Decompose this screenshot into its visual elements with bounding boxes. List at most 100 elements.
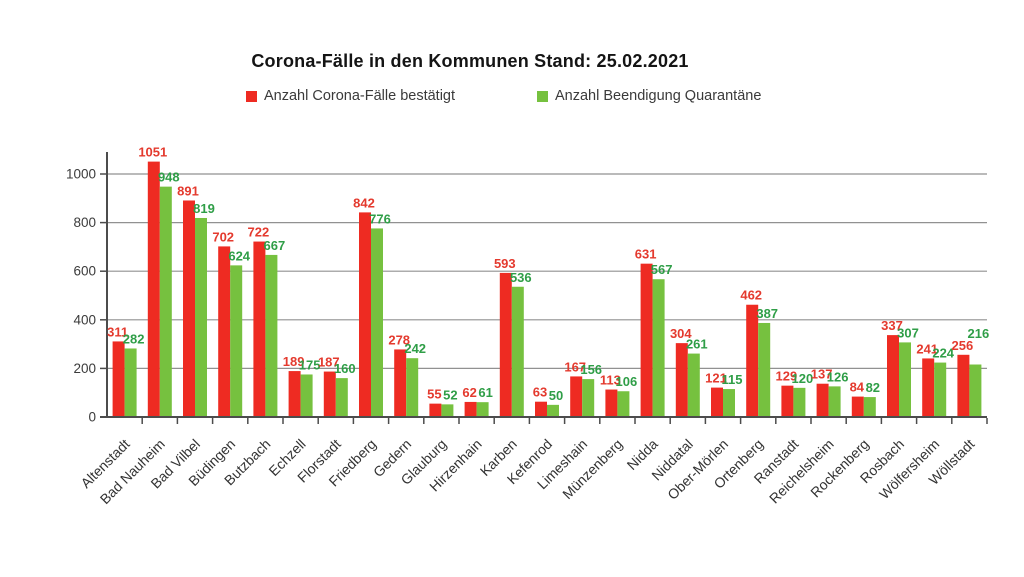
value-label-confirmed: 304 [670,326,692,341]
bar-quarantine [406,358,419,417]
bar-confirmed [218,246,231,417]
chart-title: Corona-Fälle in den Kommunen Stand: 25.0… [251,51,689,71]
value-label-quarantine: 307 [897,325,919,340]
y-tick-label: 400 [73,312,96,327]
value-label-confirmed: 631 [635,247,657,262]
bar-confirmed [957,354,970,417]
bar-confirmed [288,371,301,417]
bar-confirmed [394,349,407,417]
bar-confirmed [499,272,512,417]
y-tick-label: 200 [73,361,96,376]
legend-swatch-green [537,90,548,102]
value-label-confirmed: 167 [564,359,586,374]
bar-confirmed [429,403,442,417]
value-label-confirmed: 1051 [138,145,167,160]
value-label-confirmed: 113 [600,373,621,388]
value-label-quarantine: 261 [686,337,708,352]
bar-quarantine [476,402,489,417]
bar-quarantine [511,286,524,417]
bar-confirmed [746,304,759,417]
bar-quarantine [828,386,841,417]
bar-confirmed [675,343,688,417]
y-tick-label: 0 [88,410,96,425]
bar-confirmed [535,401,547,417]
value-label-quarantine: 948 [158,170,180,185]
bar-quarantine [441,404,454,417]
value-label-confirmed: 62 [462,385,476,400]
bar-quarantine [863,397,876,417]
value-label-confirmed: 842 [353,195,375,210]
value-label-quarantine: 216 [968,326,990,341]
bar-confirmed [922,358,935,417]
bar-confirmed [359,212,371,417]
bar-quarantine [934,362,947,417]
legend-item-confirmed-cases: Anzahl Corona-Fälle bestätigt [246,88,455,104]
value-label-quarantine: 624 [228,248,250,263]
value-label-quarantine: 156 [580,362,602,377]
legend-swatch-red [246,90,257,102]
value-label-quarantine: 242 [404,341,426,356]
value-label-quarantine: 61 [478,385,492,400]
value-label-quarantine: 387 [756,306,778,321]
bar-quarantine [899,342,911,417]
bar-confirmed [253,241,266,417]
bar-quarantine [159,186,172,417]
bar-confirmed [816,383,829,417]
bar-confirmed [570,376,583,417]
value-label-confirmed: 63 [533,385,547,400]
value-label-quarantine: 567 [651,262,673,277]
value-label-confirmed: 256 [952,338,974,353]
value-label-quarantine: 160 [334,361,356,376]
value-label-quarantine: 175 [299,357,321,372]
value-label-confirmed: 55 [427,387,441,402]
value-label-confirmed: 137 [811,367,833,382]
bar-quarantine [617,391,630,417]
y-tick-label: 600 [73,264,96,279]
bar-confirmed [887,335,899,417]
bar-quarantine [195,217,207,417]
value-label-quarantine: 224 [932,346,954,361]
value-label-quarantine: 282 [123,331,145,346]
value-label-confirmed: 311 [107,324,128,339]
bar-confirmed [147,161,160,417]
bar-confirmed [711,387,723,417]
value-label-confirmed: 337 [881,318,903,333]
bar-quarantine [335,378,348,417]
value-label-quarantine: 52 [443,387,457,402]
value-label-confirmed: 891 [177,183,199,198]
bar-quarantine [230,265,243,417]
bar-confirmed [605,389,618,417]
bar-confirmed [781,385,794,417]
value-label-quarantine: 819 [193,201,215,216]
bar-quarantine [723,389,735,417]
bar-quarantine [652,279,665,417]
bar-confirmed [640,263,653,417]
value-label-quarantine: 667 [264,238,286,253]
bar-quarantine [300,374,313,417]
value-label-confirmed: 121 [705,371,727,386]
bar-quarantine [793,387,806,417]
bar-confirmed [851,396,864,417]
value-label-quarantine: 120 [792,371,814,386]
value-label-confirmed: 278 [388,332,410,347]
bar-confirmed [464,401,477,417]
value-label-quarantine: 106 [616,374,638,389]
bar-quarantine [547,404,559,417]
value-label-quarantine: 82 [866,380,880,395]
value-label-quarantine: 776 [369,211,391,226]
value-label-quarantine: 115 [722,372,743,387]
legend-label-confirmed-cases: Anzahl Corona-Fälle bestätigt [264,88,456,104]
value-label-confirmed: 722 [248,225,270,240]
value-label-confirmed: 129 [776,369,798,384]
bar-quarantine [582,379,595,417]
value-label-confirmed: 189 [283,354,305,369]
value-label-confirmed: 593 [494,256,516,271]
bar-confirmed [112,341,125,417]
value-label-confirmed: 702 [212,229,234,244]
bar-confirmed [183,200,195,417]
legend-label-quarantine-ended: Anzahl Beendigung Quarantäne [555,88,762,104]
value-label-quarantine: 50 [549,388,563,403]
bar-confirmed [323,371,336,417]
value-label-quarantine: 536 [510,270,532,285]
